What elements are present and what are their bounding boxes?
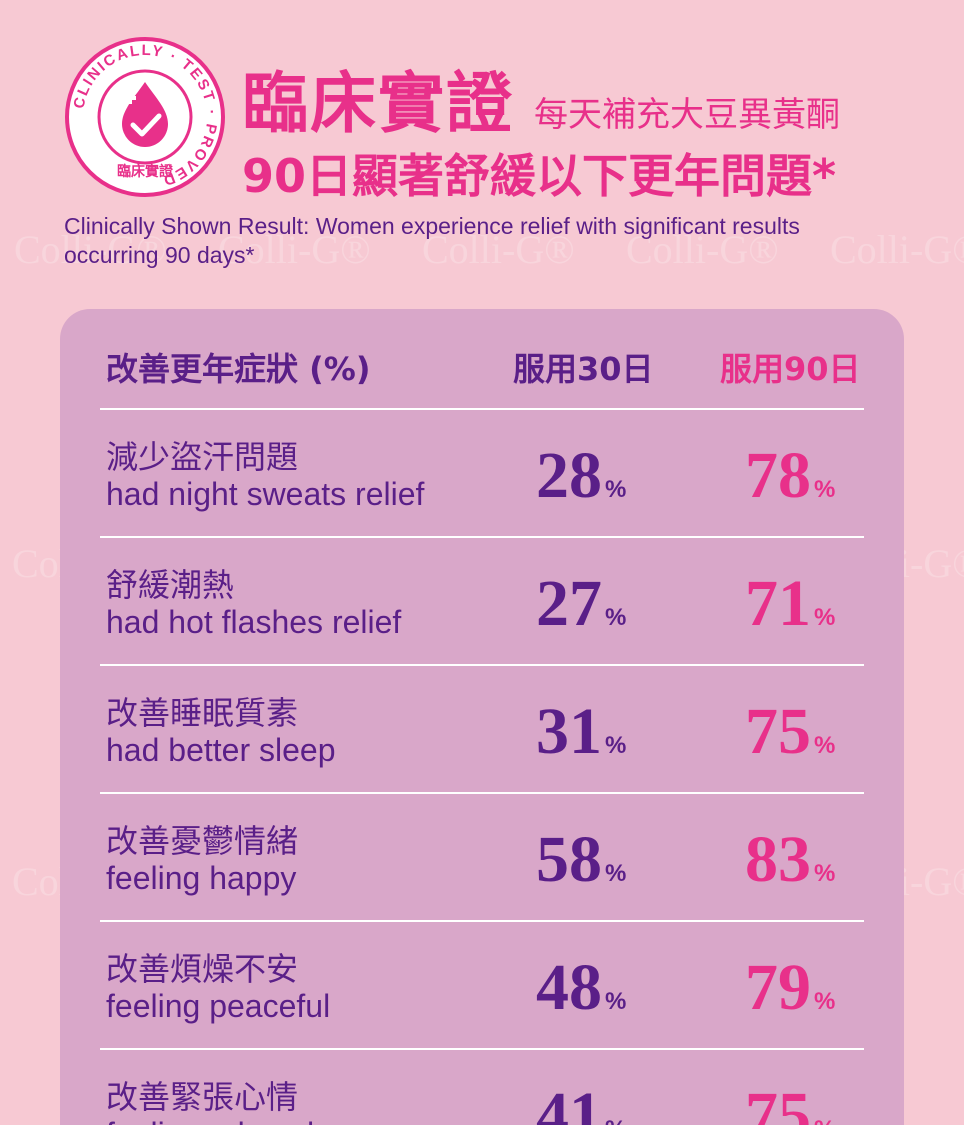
symptom-en: had better sleep: [106, 732, 336, 768]
symptom-en: feeling peaceful: [106, 988, 331, 1024]
value-90-days: 83%: [745, 823, 836, 896]
value-30-days: 27%: [536, 567, 627, 640]
table-row: 改善煩燥不安 feeling peaceful 48% 79%: [100, 922, 864, 1050]
symptom-zh: 改善煩燥不安: [106, 950, 299, 988]
column-header-90-days: 服用90日: [720, 350, 861, 388]
value-90-days: 75%: [745, 1079, 835, 1125]
table-row: 舒緩潮熱 had hot flashes relief 27% 71%: [100, 538, 864, 666]
row-divider: [100, 408, 864, 410]
badge-seal: CLINICALLY · TEST · PROVED 臨床實證: [65, 37, 225, 197]
value-90-days: 75%: [745, 695, 836, 768]
row-divider: [100, 536, 864, 538]
page-title: 臨床實證: [242, 65, 514, 142]
value-30-days: 31%: [536, 695, 627, 768]
symptom-en: feeling relaxed: [106, 1116, 314, 1125]
row-divider: [100, 792, 864, 794]
symptom-en: feeling happy: [106, 860, 297, 896]
symptom-en: had hot flashes relief: [106, 604, 402, 640]
symptom-en: had night sweats relief: [106, 476, 425, 512]
title-row: 臨床實證 每天補充大豆異黃酮: [242, 50, 840, 146]
value-30-days: 28%: [536, 439, 627, 512]
row-divider: [100, 664, 864, 666]
symptom-zh: 改善緊張心情: [106, 1078, 299, 1116]
table-row: 減少盜汗問題 had night sweats relief 28% 78%: [100, 410, 864, 538]
value-90-days: 78%: [745, 439, 836, 512]
row-divider: [100, 920, 864, 922]
table-row: 改善睡眠質素 had better sleep 31% 75%: [100, 666, 864, 794]
row-divider: [100, 1048, 864, 1050]
clinically-proved-badge: CLINICALLY · TEST · PROVED 臨床實證: [64, 36, 226, 198]
symptom-zh: 舒緩潮熱: [106, 566, 235, 604]
value-90-days: 71%: [745, 567, 836, 640]
svg-text:臨床實證: 臨床實證: [117, 163, 174, 180]
symptom-zh: 減少盜汗問題: [106, 438, 299, 476]
value-30-days: 41%: [536, 1079, 626, 1125]
symptom-zh: 改善睡眠質素: [106, 694, 299, 732]
column-header-30-days: 服用30日: [513, 350, 654, 388]
column-header-symptom: 改善更年症狀 (%): [106, 350, 371, 388]
table-row: 改善緊張心情 feeling relaxed 41% 75%: [100, 1050, 864, 1125]
page-headline: 90日顯著舒緩以下更年問題*: [242, 149, 837, 203]
page-subtitle: Clinically Shown Result: Women experienc…: [64, 213, 800, 268]
table-row: 改善憂鬱情緒 feeling happy 58% 83%: [100, 794, 864, 922]
symptom-zh: 改善憂鬱情緒: [106, 822, 299, 860]
value-30-days: 48%: [536, 951, 627, 1024]
page-title-suffix: 每天補充大豆異黃酮: [534, 95, 840, 135]
results-panel: [60, 309, 904, 1125]
value-30-days: 58%: [536, 823, 627, 896]
value-90-days: 79%: [745, 951, 836, 1024]
table-header: 改善更年症狀 (%) 服用30日 服用90日: [100, 338, 864, 408]
